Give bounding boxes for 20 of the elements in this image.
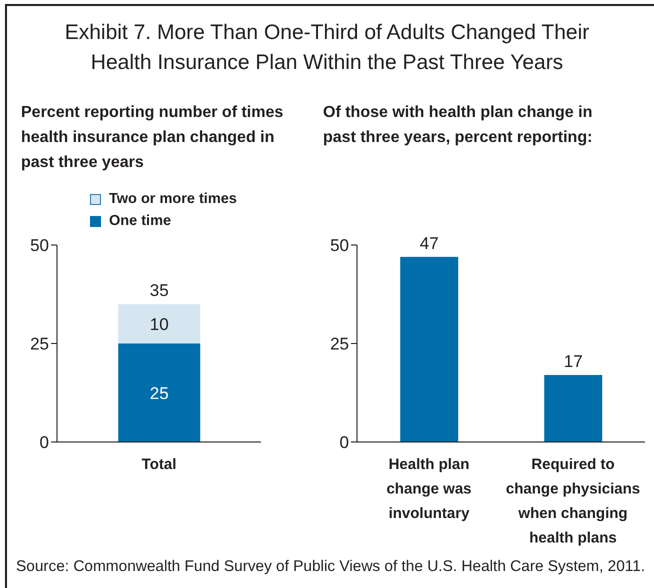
y-tick-label: 0 xyxy=(340,433,349,452)
data-label: 10 xyxy=(150,314,169,334)
chart-subtitle: Percent reporting number of times health insurance plan changed in past three years xyxy=(21,104,284,171)
total-label: 35 xyxy=(150,281,169,300)
x-tick-label: Health plan change was involuntary xyxy=(386,456,472,522)
x-tick-label: Total xyxy=(142,456,176,473)
data-label: 25 xyxy=(150,384,169,403)
text: Exhibit 7. More Than One-Third of Adults Changed Their Health Insurance Plan Within the Past Three Years xyxy=(64,21,590,74)
y-tick-label: 25 xyxy=(30,334,49,354)
data-label: 17 xyxy=(564,352,583,372)
chart-subtitle: Of those with health plan change in past three years, percent reporting: xyxy=(323,104,592,146)
source-note: Source: Commonwealth Fund Survey of Public Views of the U.S. Health Care System, 2011. xyxy=(16,558,646,575)
y-tick-label: 0 xyxy=(40,433,49,452)
x-tick-label: Required to change physicians when changing health plans xyxy=(506,456,640,546)
legend-label: Two or more times xyxy=(109,191,237,207)
y-tick-label: 25 xyxy=(330,334,349,354)
legend-label: One time xyxy=(109,213,172,229)
y-tick-label: 50 xyxy=(30,236,49,256)
data-label: 47 xyxy=(420,234,439,253)
y-tick-label: 50 xyxy=(330,236,349,256)
